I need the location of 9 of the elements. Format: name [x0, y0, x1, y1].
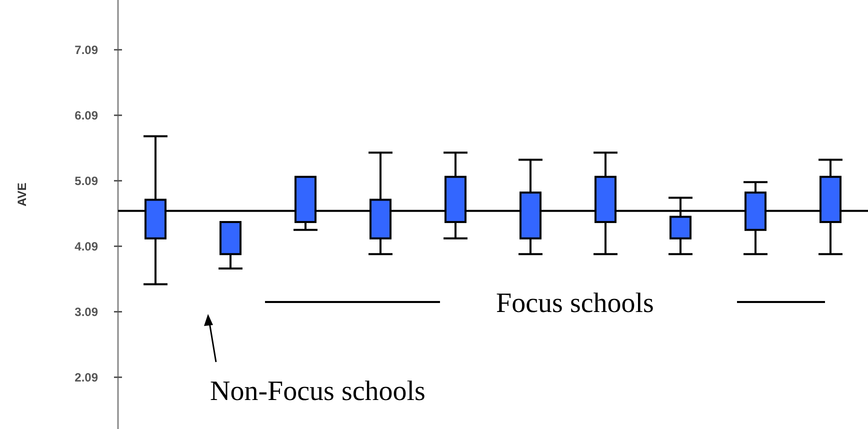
y-tick-label: 4.09 — [74, 239, 98, 254]
y-tick-label: 2.09 — [74, 370, 98, 384]
y-tick-label: 6.09 — [74, 108, 98, 122]
y-tick-label: 7.09 — [74, 42, 98, 57]
annotation: Non-Focus schools — [210, 376, 426, 407]
y-tick-label: 5.09 — [74, 174, 98, 188]
y-tick-label: 3.09 — [74, 304, 98, 319]
annotation: Focus schools — [496, 288, 654, 319]
y-axis-title: AVE — [15, 182, 29, 206]
